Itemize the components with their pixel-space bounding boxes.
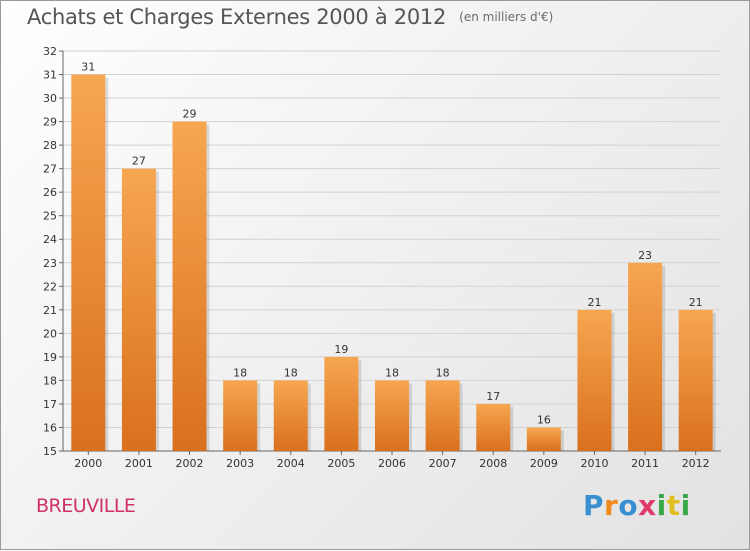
logo-letter: i	[680, 489, 691, 522]
y-tick-label: 23	[43, 257, 57, 270]
commune-name: BREUVILLE	[36, 495, 136, 517]
y-tick-label: 25	[43, 210, 57, 223]
bar-value-label: 29	[183, 108, 197, 121]
bar	[223, 380, 258, 451]
bar-value-label: 31	[81, 61, 95, 74]
y-tick-label: 24	[43, 233, 57, 246]
x-tick-label: 2010	[580, 457, 608, 470]
logo-letter: r	[604, 489, 619, 522]
chart-subtitle: (en milliers d'€)	[459, 10, 554, 24]
y-tick-label: 22	[43, 280, 57, 293]
y-tick-label: 26	[43, 186, 57, 199]
x-tick-label: 2004	[277, 457, 305, 470]
bar	[324, 356, 359, 451]
bar-value-label: 18	[284, 366, 298, 379]
bars	[71, 74, 716, 452]
x-tick-label: 2006	[378, 457, 406, 470]
labels: 15 16 17 18 19 20 21 22 23 24 25 26 27 28 29 30 31 32 31 20…	[43, 45, 710, 470]
bar	[172, 121, 207, 452]
bar	[476, 403, 511, 451]
x-tick-label: 2007	[429, 457, 457, 470]
bar-value-label: 19	[334, 343, 348, 356]
bar	[425, 380, 460, 451]
bar	[121, 168, 156, 451]
y-tick-label: 21	[43, 304, 57, 317]
logo-letter: t	[666, 489, 681, 522]
x-tick-label: 2011	[631, 457, 659, 470]
y-tick-label: 31	[43, 69, 57, 82]
y-tick-label: 29	[43, 116, 57, 129]
logo-letter: i	[656, 489, 667, 522]
y-tick-label: 27	[43, 163, 57, 176]
y-tick-label: 18	[43, 374, 57, 387]
x-tick-label: 2009	[530, 457, 558, 470]
y-tick-label: 28	[43, 139, 57, 152]
x-tick-label: 2005	[327, 457, 355, 470]
bar	[628, 262, 663, 451]
logo-letter: P	[583, 489, 605, 522]
chart-title: Achats et Charges Externes 2000 à 2012	[27, 5, 447, 29]
y-tick-label: 30	[43, 92, 57, 105]
bar	[273, 380, 308, 451]
y-tick-label: 15	[43, 445, 57, 458]
bar-value-label: 21	[689, 296, 703, 309]
y-tick-label: 17	[43, 398, 57, 411]
proxiti-logo[interactable]: Proxiti	[583, 489, 691, 522]
bar-value-label: 18	[385, 366, 399, 379]
x-tick-label: 2008	[479, 457, 507, 470]
x-tick-label: 2012	[682, 457, 710, 470]
title-block: Achats et Charges Externes 2000 à 2012 (…	[27, 5, 553, 29]
y-tick-label: 20	[43, 327, 57, 340]
y-tick-label: 19	[43, 351, 57, 364]
bar	[678, 309, 713, 451]
bar-value-label: 17	[486, 390, 500, 403]
logo-letter: o	[618, 489, 639, 522]
bar-value-label: 27	[132, 155, 146, 168]
x-tick-label: 2002	[176, 457, 204, 470]
bar-value-label: 18	[436, 366, 450, 379]
bar-value-label: 18	[233, 366, 247, 379]
y-tick-label: 16	[43, 421, 57, 434]
x-tick-label: 2000	[74, 457, 102, 470]
bar-value-label: 21	[587, 296, 601, 309]
y-tick-label: 32	[43, 45, 57, 58]
x-tick-label: 2001	[125, 457, 153, 470]
bar	[375, 380, 409, 451]
bar-value-label: 16	[537, 413, 551, 426]
logo-letter: x	[638, 489, 657, 522]
bar	[71, 74, 106, 451]
x-tick-label: 2003	[226, 457, 254, 470]
bar-value-label: 23	[638, 249, 652, 262]
bar	[526, 427, 561, 451]
bar	[577, 309, 612, 451]
